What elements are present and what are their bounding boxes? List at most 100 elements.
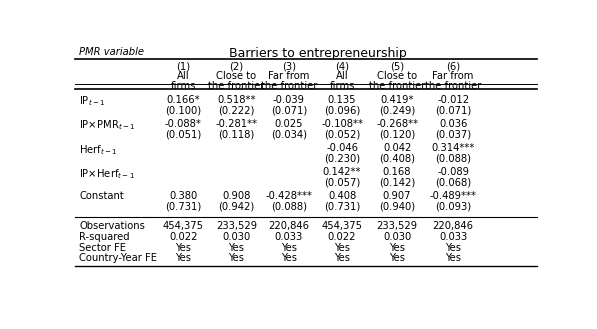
Text: (0.249): (0.249) xyxy=(379,105,416,115)
Text: 0.166*: 0.166* xyxy=(167,94,200,105)
Text: Yes: Yes xyxy=(445,253,461,264)
Text: (0.051): (0.051) xyxy=(165,130,201,139)
Text: IP$\times$PMR$_{t-1}$: IP$\times$PMR$_{t-1}$ xyxy=(79,119,136,133)
Text: the frontier: the frontier xyxy=(261,81,317,90)
Text: (4): (4) xyxy=(335,62,349,72)
Text: -0.039: -0.039 xyxy=(273,94,305,105)
Text: -0.012: -0.012 xyxy=(437,94,469,105)
Text: -0.281**: -0.281** xyxy=(216,119,258,129)
Text: 0.908: 0.908 xyxy=(222,191,251,201)
Text: (0.940): (0.940) xyxy=(379,202,415,212)
Text: Constant: Constant xyxy=(79,191,124,201)
Text: (0.142): (0.142) xyxy=(379,178,416,188)
Text: (0.230): (0.230) xyxy=(324,154,360,164)
Text: 220,846: 220,846 xyxy=(268,221,309,231)
Text: Yes: Yes xyxy=(389,243,405,253)
Text: 0.419*: 0.419* xyxy=(380,94,414,105)
Text: (0.057): (0.057) xyxy=(324,178,360,188)
Text: Yes: Yes xyxy=(334,253,350,264)
Text: (0.052): (0.052) xyxy=(324,130,360,139)
Text: Country-Year FE: Country-Year FE xyxy=(79,253,157,264)
Text: 0.030: 0.030 xyxy=(223,232,251,242)
Text: 0.142**: 0.142** xyxy=(323,167,361,177)
Text: 454,375: 454,375 xyxy=(163,221,204,231)
Text: 0.022: 0.022 xyxy=(169,232,198,242)
Text: (3): (3) xyxy=(282,62,296,72)
Text: 0.135: 0.135 xyxy=(328,94,356,105)
Text: (0.068): (0.068) xyxy=(435,178,471,188)
Text: IP$_{t-1}$: IP$_{t-1}$ xyxy=(79,94,106,108)
Text: (0.088): (0.088) xyxy=(435,154,471,164)
Text: (0.071): (0.071) xyxy=(270,105,307,115)
Text: the frontier: the frontier xyxy=(208,81,264,90)
Text: R-squared: R-squared xyxy=(79,232,130,242)
Text: -0.088*: -0.088* xyxy=(165,119,202,129)
Text: Close to: Close to xyxy=(217,71,257,81)
Text: 233,529: 233,529 xyxy=(377,221,418,231)
Text: Yes: Yes xyxy=(334,243,350,253)
Text: Yes: Yes xyxy=(445,243,461,253)
Text: (5): (5) xyxy=(390,62,404,72)
Text: 0.380: 0.380 xyxy=(169,191,198,201)
Text: (0.942): (0.942) xyxy=(219,202,255,212)
Text: -0.046: -0.046 xyxy=(326,143,358,153)
Text: All: All xyxy=(336,71,349,81)
Text: All: All xyxy=(177,71,190,81)
Text: 0.042: 0.042 xyxy=(383,143,411,153)
Text: 0.036: 0.036 xyxy=(439,119,467,129)
Text: (0.034): (0.034) xyxy=(271,130,307,139)
Text: the frontier: the frontier xyxy=(369,81,425,90)
Text: (0.408): (0.408) xyxy=(379,154,415,164)
Text: (0.093): (0.093) xyxy=(435,202,471,212)
Text: -0.268**: -0.268** xyxy=(376,119,418,129)
Text: Yes: Yes xyxy=(176,253,192,264)
Text: (0.096): (0.096) xyxy=(324,105,360,115)
Text: Far from: Far from xyxy=(432,71,474,81)
Text: Herf$_{t-1}$: Herf$_{t-1}$ xyxy=(79,143,118,157)
Text: Yes: Yes xyxy=(281,243,297,253)
Text: 454,375: 454,375 xyxy=(322,221,362,231)
Text: PMR variable: PMR variable xyxy=(79,47,144,57)
Text: 0.025: 0.025 xyxy=(275,119,303,129)
Text: Observations: Observations xyxy=(79,221,145,231)
Text: IP$\times$Herf$_{t-1}$: IP$\times$Herf$_{t-1}$ xyxy=(79,167,135,181)
Text: Barriers to entrepreneurship: Barriers to entrepreneurship xyxy=(229,47,407,60)
Text: 0.022: 0.022 xyxy=(328,232,356,242)
Text: (0.071): (0.071) xyxy=(435,105,471,115)
Text: Far from: Far from xyxy=(268,71,309,81)
Text: Yes: Yes xyxy=(229,243,245,253)
Text: (0.100): (0.100) xyxy=(165,105,201,115)
Text: 220,846: 220,846 xyxy=(433,221,473,231)
Text: (0.037): (0.037) xyxy=(435,130,471,139)
Text: Yes: Yes xyxy=(176,243,192,253)
Text: 0.033: 0.033 xyxy=(275,232,303,242)
Text: Close to: Close to xyxy=(377,71,417,81)
Text: (0.120): (0.120) xyxy=(379,130,416,139)
Text: 233,529: 233,529 xyxy=(216,221,257,231)
Text: 0.518**: 0.518** xyxy=(217,94,256,105)
Text: (0.731): (0.731) xyxy=(165,202,201,212)
Text: -0.428***: -0.428*** xyxy=(265,191,312,201)
Text: (2): (2) xyxy=(229,62,244,72)
Text: -0.089: -0.089 xyxy=(437,167,469,177)
Text: Sector FE: Sector FE xyxy=(79,243,126,253)
Text: Yes: Yes xyxy=(389,253,405,264)
Text: Yes: Yes xyxy=(229,253,245,264)
Text: Yes: Yes xyxy=(281,253,297,264)
Text: (1): (1) xyxy=(176,62,190,72)
Text: (0.118): (0.118) xyxy=(219,130,255,139)
Text: 0.408: 0.408 xyxy=(328,191,356,201)
Text: (0.088): (0.088) xyxy=(271,202,307,212)
Text: 0.030: 0.030 xyxy=(383,232,411,242)
Text: 0.168: 0.168 xyxy=(383,167,411,177)
Text: 0.033: 0.033 xyxy=(439,232,467,242)
Text: 0.907: 0.907 xyxy=(383,191,411,201)
Text: (0.731): (0.731) xyxy=(324,202,360,212)
Text: firms: firms xyxy=(330,81,355,90)
Text: the frontier: the frontier xyxy=(425,81,481,90)
Text: -0.108**: -0.108** xyxy=(321,119,363,129)
Text: (6): (6) xyxy=(446,62,460,72)
Text: (0.222): (0.222) xyxy=(219,105,255,115)
Text: 0.314***: 0.314*** xyxy=(432,143,475,153)
Text: -0.489***: -0.489*** xyxy=(430,191,476,201)
